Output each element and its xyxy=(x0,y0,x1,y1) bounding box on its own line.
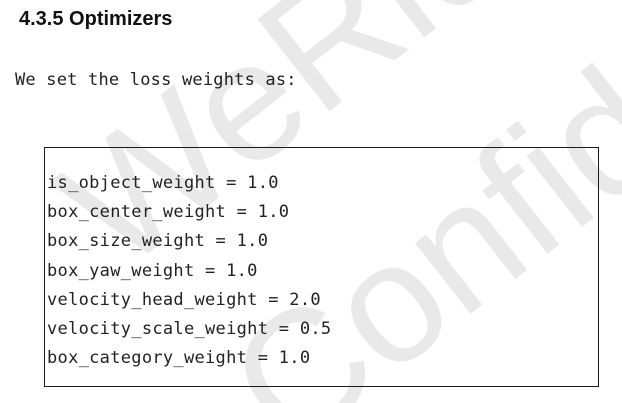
code-line-is-object-weight: is_object_weight = 1.0 xyxy=(47,173,279,193)
code-line-velocity-head-weight: velocity_head_weight = 2.0 xyxy=(47,289,321,310)
section-heading: 4.3.5 Optimizers xyxy=(19,8,173,30)
code-line-box-yaw-weight: box_yaw_weight = 1.0 xyxy=(47,260,258,281)
code-lines: is_object_weight = 1.0 box_center_weight… xyxy=(47,169,331,373)
code-line-box-size-weight: box_size_weight = 1.0 xyxy=(47,231,269,252)
intro-text: We set the loss weights as: xyxy=(15,70,297,90)
code-block: is_object_weight = 1.0 box_center_weight… xyxy=(44,147,599,387)
code-line-velocity-scale-weight: velocity_scale_weight = 0.5 xyxy=(47,318,332,339)
code-line-box-center-weight: box_center_weight = 1.0 xyxy=(47,202,290,223)
code-line-box-category-weight: box_category_weight = 1.0 xyxy=(47,348,311,369)
